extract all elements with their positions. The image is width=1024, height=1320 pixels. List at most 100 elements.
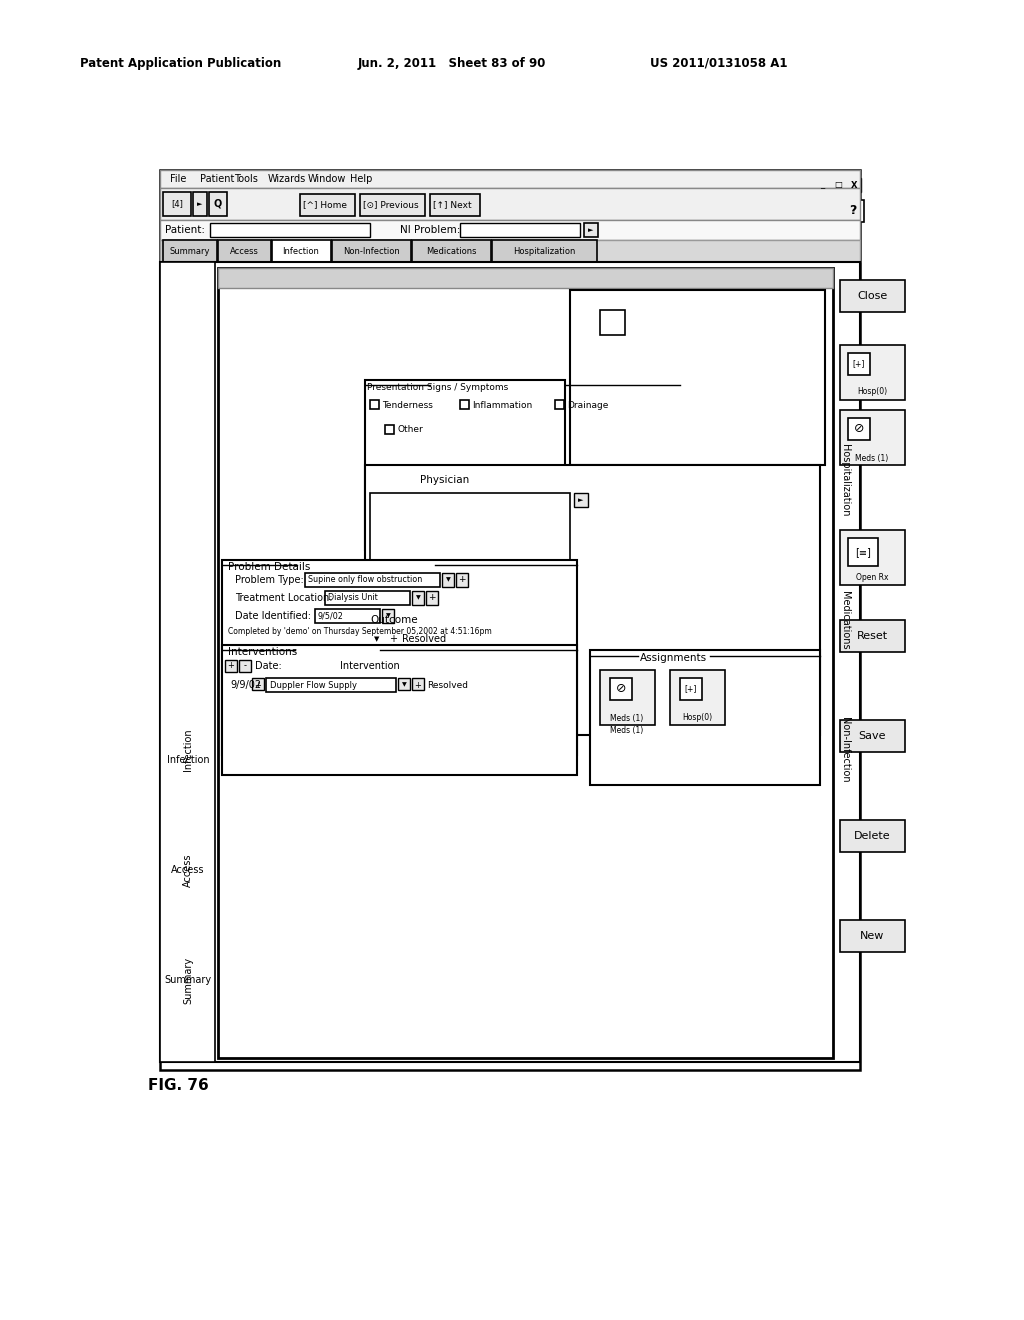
Bar: [210, 223, 370, 238]
Text: Drainage: Drainage: [567, 400, 608, 409]
Text: [4]: [4]: [171, 199, 183, 209]
Text: Other: Other: [397, 425, 423, 434]
Bar: [160, 170, 860, 187]
Bar: [412, 591, 424, 605]
Text: Resolved: Resolved: [427, 681, 468, 689]
Text: Hosp(0): Hosp(0): [682, 714, 712, 722]
Text: Window: Window: [308, 174, 346, 183]
Bar: [272, 240, 331, 261]
Bar: [266, 678, 396, 692]
Text: New: New: [860, 931, 884, 941]
Bar: [460, 400, 469, 409]
Bar: [815, 178, 829, 191]
Bar: [222, 560, 577, 755]
Text: Completed by 'demo' on Thursday September 05,2002 at 4:51:16pm: Completed by 'demo' on Thursday Septembe…: [228, 627, 492, 636]
Text: Access: Access: [229, 247, 258, 256]
Text: Meds (1): Meds (1): [855, 454, 889, 462]
Bar: [218, 240, 271, 261]
Text: ⊘: ⊘: [854, 422, 864, 436]
Text: Interventions: Interventions: [228, 647, 297, 657]
Bar: [840, 345, 905, 400]
Bar: [398, 678, 410, 690]
Bar: [365, 380, 565, 550]
Text: Access: Access: [171, 865, 205, 875]
Text: File: File: [170, 174, 186, 183]
Bar: [160, 261, 215, 1063]
Bar: [670, 671, 725, 725]
Text: [^] Home: [^] Home: [303, 201, 347, 210]
Bar: [252, 678, 264, 690]
Bar: [831, 178, 845, 191]
Bar: [600, 310, 625, 335]
Text: Medications: Medications: [840, 590, 850, 649]
Text: Summary: Summary: [183, 957, 193, 1003]
Text: Patient: Patient: [200, 174, 234, 183]
Text: Summary: Summary: [170, 247, 210, 256]
Bar: [370, 632, 384, 645]
Text: Inflammation: Inflammation: [472, 400, 532, 409]
Text: Hosp(0): Hosp(0): [857, 388, 887, 396]
Text: Non-Infection: Non-Infection: [840, 717, 850, 783]
Bar: [160, 187, 860, 220]
Bar: [555, 400, 564, 409]
Text: Help: Help: [350, 174, 373, 183]
Text: +: +: [227, 661, 234, 671]
Text: Hospitalization: Hospitalization: [840, 444, 850, 516]
Text: Presentation Signs / Symptoms: Presentation Signs / Symptoms: [367, 383, 508, 392]
Text: [⊙] Previous: [⊙] Previous: [362, 201, 419, 210]
Bar: [456, 573, 468, 587]
Text: [+]: [+]: [853, 359, 865, 368]
Text: +: +: [389, 634, 397, 644]
Text: ▼: ▼: [445, 578, 451, 582]
Bar: [847, 178, 861, 191]
Text: ►: ►: [198, 201, 203, 207]
Bar: [442, 573, 454, 587]
Text: Close: Close: [857, 290, 887, 301]
Bar: [840, 820, 905, 851]
Bar: [574, 492, 588, 507]
Bar: [492, 240, 597, 261]
Text: FIG. 76: FIG. 76: [148, 1077, 209, 1093]
Text: Meds (1): Meds (1): [610, 714, 644, 722]
Text: Wizards: Wizards: [268, 174, 306, 183]
Bar: [584, 223, 598, 238]
Text: Reset: Reset: [856, 631, 888, 642]
Text: Assignments: Assignments: [640, 653, 708, 663]
Bar: [315, 609, 380, 623]
Bar: [218, 268, 833, 288]
Text: US 2011/0131058 A1: US 2011/0131058 A1: [650, 57, 787, 70]
Text: Problem Details: Problem Details: [228, 562, 310, 572]
Text: Medications: Medications: [426, 247, 476, 256]
Bar: [215, 176, 860, 197]
Bar: [680, 678, 702, 700]
Bar: [600, 671, 655, 725]
Bar: [225, 660, 237, 672]
Bar: [842, 201, 864, 222]
Text: Intervention: Intervention: [340, 661, 399, 671]
Text: +: +: [415, 681, 422, 689]
Bar: [370, 492, 570, 603]
Bar: [840, 411, 905, 465]
Text: Q: Q: [214, 199, 222, 209]
Text: ►: ►: [579, 498, 584, 503]
Bar: [332, 240, 411, 261]
Text: Patent Application Publication: Patent Application Publication: [80, 57, 282, 70]
Bar: [370, 400, 379, 409]
Bar: [222, 645, 577, 775]
Text: Resolved: Resolved: [402, 634, 446, 644]
Bar: [590, 649, 820, 785]
Bar: [848, 352, 870, 375]
Bar: [848, 418, 870, 440]
Text: ►: ►: [589, 227, 594, 234]
Bar: [160, 240, 860, 261]
Text: Meds (1): Meds (1): [610, 726, 644, 734]
Bar: [460, 223, 580, 238]
Bar: [610, 678, 632, 700]
Bar: [840, 620, 905, 652]
Text: [↑] Next: [↑] Next: [433, 201, 472, 210]
Text: Physician: Physician: [420, 475, 469, 484]
Text: ▼: ▼: [386, 614, 390, 619]
Bar: [848, 539, 878, 566]
Text: NI Problem:: NI Problem:: [400, 224, 461, 235]
Text: Patient:: Patient:: [165, 224, 205, 235]
